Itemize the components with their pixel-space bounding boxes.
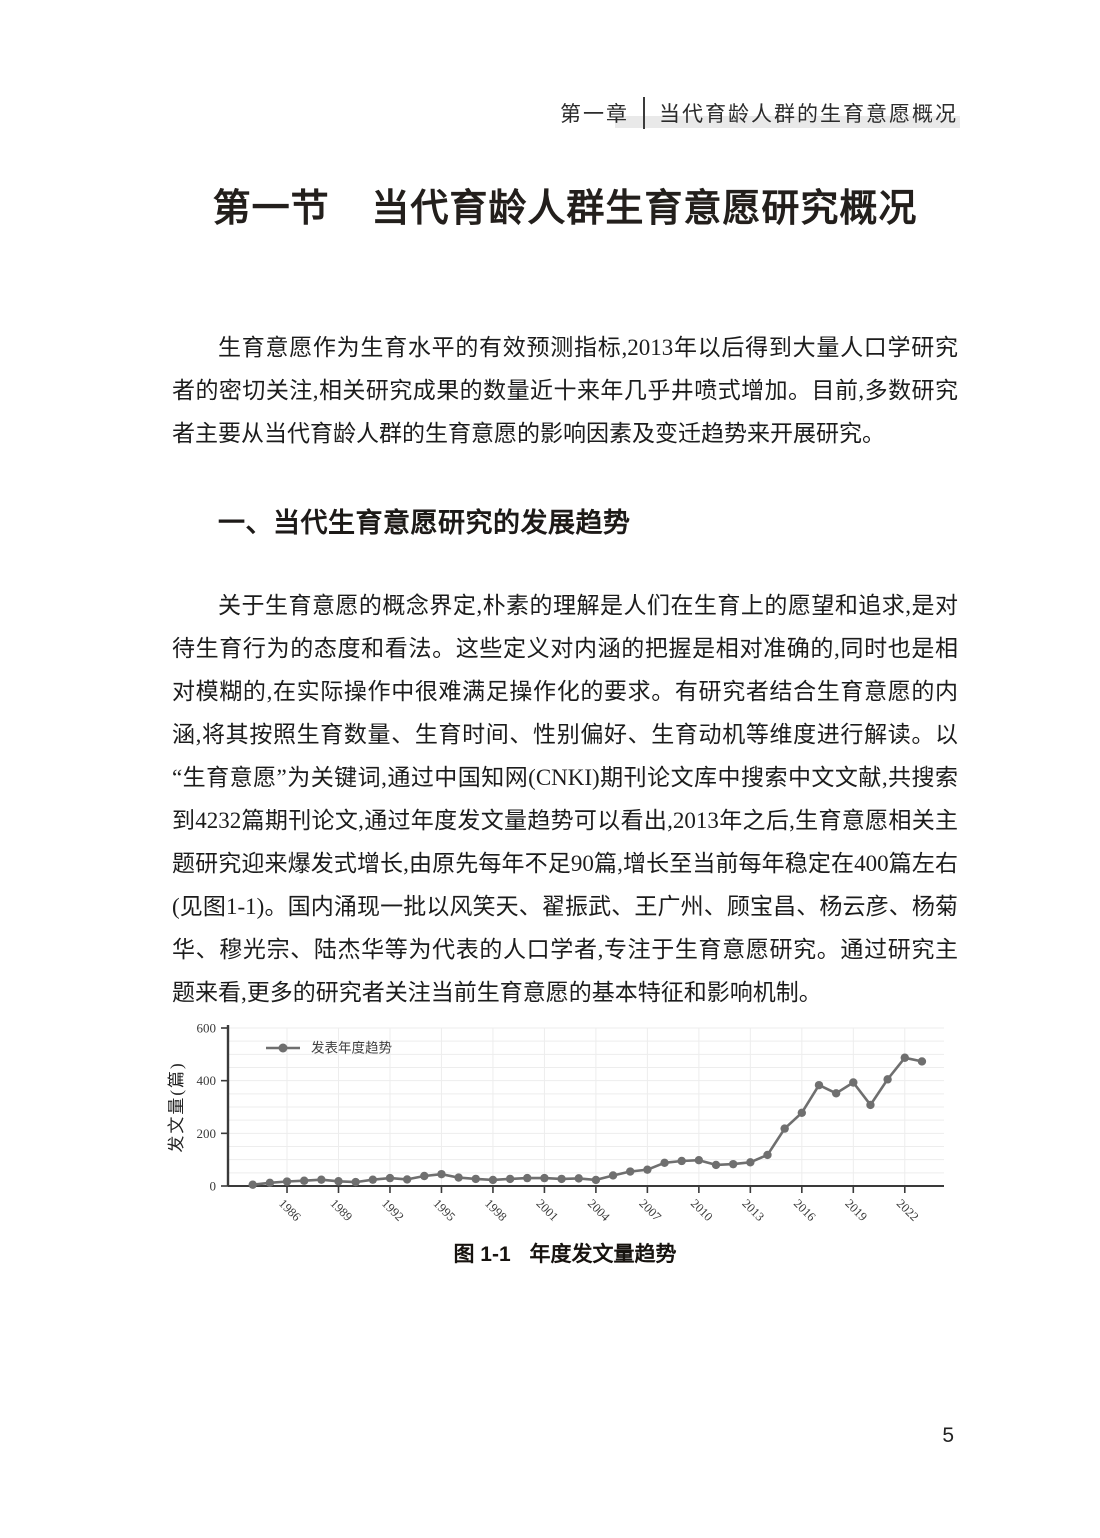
svg-text:2016: 2016 <box>791 1197 819 1225</box>
svg-text:400: 400 <box>197 1074 217 1089</box>
svg-text:2010: 2010 <box>688 1197 716 1225</box>
svg-text:0: 0 <box>210 1179 217 1194</box>
svg-text:600: 600 <box>197 1021 217 1036</box>
page-number: 5 <box>942 1424 954 1447</box>
intro-paragraph: 生育意愿作为生育水平的有效预测指标,2013年以后得到大量人口学研究者的密切关注… <box>172 335 958 447</box>
svg-text:1992: 1992 <box>379 1197 407 1225</box>
figure-caption: 图 1-1 年度发文量趋势 <box>172 1238 958 1268</box>
svg-text:2013: 2013 <box>739 1197 767 1225</box>
chapter-title: 当代育龄人群的生育意愿概况 <box>659 103 958 126</box>
svg-text:1995: 1995 <box>430 1197 458 1225</box>
svg-text:发文量(篇): 发文量(篇) <box>167 1062 186 1153</box>
section-title: 当代育龄人群生育意愿研究概况 <box>371 188 918 230</box>
svg-text:1998: 1998 <box>482 1197 510 1225</box>
figure-caption-text: 年度发文量趋势 <box>529 1243 677 1267</box>
figure-1-1: 0 200 400 600 1986 1989 1992 1995 1998 2001 2004 20… <box>167 1018 958 1268</box>
svg-text:2007: 2007 <box>636 1197 664 1225</box>
header-highlight-bar <box>615 116 960 128</box>
svg-text:2022: 2022 <box>894 1197 922 1225</box>
running-header: 第一章 当代育龄人群的生育意愿概况 <box>560 96 960 130</box>
svg-text:2001: 2001 <box>533 1197 561 1225</box>
svg-text:200: 200 <box>197 1126 217 1141</box>
svg-text:1989: 1989 <box>328 1197 356 1225</box>
subsection-heading: 一、当代生育意愿研究的发展趋势 <box>218 508 631 539</box>
body-paragraph: 关于生育意愿的概念界定,朴素的理解是人们在生育上的愿望和追求,是对待生育行为的态… <box>172 593 958 1006</box>
content-column: 第一节 当代育龄人群生育意愿研究概况 生育意愿作为生育水平的有效预测指标,2013… <box>167 185 958 1268</box>
svg-text:2004: 2004 <box>585 1197 613 1225</box>
svg-text:2019: 2019 <box>842 1197 870 1225</box>
svg-text:1986: 1986 <box>276 1197 304 1225</box>
chapter-label: 第一章 <box>560 103 629 126</box>
header-divider <box>643 97 645 129</box>
figure-caption-label: 图 1-1 <box>453 1243 511 1267</box>
svg-text:发表年度趋势: 发表年度趋势 <box>311 1041 392 1056</box>
trend-chart: 0 200 400 600 1986 1989 1992 1995 1998 2001 2004 20… <box>167 1021 944 1225</box>
section-number: 第一节 <box>212 188 330 230</box>
section-heading: 第一节 当代育龄人群生育意愿研究概况 <box>172 185 958 234</box>
